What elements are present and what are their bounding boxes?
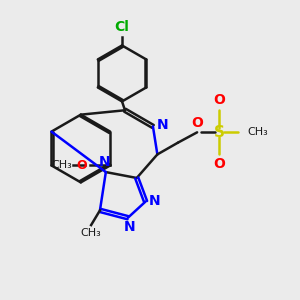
Text: N: N	[157, 118, 168, 132]
Text: CH₃: CH₃	[51, 160, 72, 170]
Text: O: O	[191, 116, 203, 130]
Text: CH₃: CH₃	[247, 127, 268, 137]
Text: CH₃: CH₃	[81, 228, 101, 238]
Text: N: N	[124, 220, 135, 234]
Text: O: O	[213, 158, 225, 171]
Text: S: S	[214, 125, 225, 140]
Text: O: O	[213, 93, 225, 107]
Text: N: N	[98, 154, 110, 169]
Text: Cl: Cl	[115, 20, 130, 34]
Text: N: N	[149, 194, 161, 208]
Text: O: O	[76, 159, 87, 172]
